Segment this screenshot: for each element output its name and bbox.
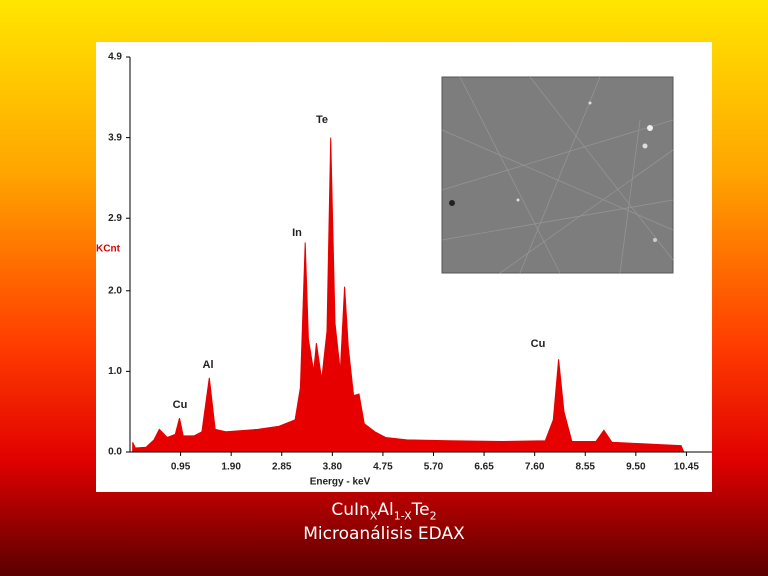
y-tick-label: 0.0 (108, 447, 122, 458)
y-tick-label: 2.0 (108, 285, 122, 296)
x-tick-label: 7.60 (525, 462, 545, 473)
x-tick-label: 5.70 (424, 462, 444, 473)
peak-label: Al (203, 359, 214, 371)
x-tick-label: 10.45 (674, 462, 699, 473)
x-axis-label: Energy - keV (310, 477, 371, 488)
peak-label: In (292, 227, 302, 239)
formula-subscript: 2 (429, 509, 437, 523)
x-tick-label: 0.95 (171, 462, 191, 473)
peak-label: Cu (173, 399, 188, 411)
caption-formula: CuInXAl1-XTe2 (0, 500, 768, 522)
y-axis-label: KCnt (96, 244, 121, 255)
x-tick-label: 6.65 (474, 462, 494, 473)
x-tick-label: 11.4 (728, 462, 747, 473)
y-tick-label: 1.0 (108, 366, 122, 377)
peak-label: Cu (531, 338, 546, 350)
x-tick-label: 3.80 (323, 462, 343, 473)
y-tick-label: 2.9 (108, 213, 122, 224)
peak-label: Te (316, 114, 328, 126)
plot: 0.0 1.0 2.0 2.9 3.9 4.9 0.95 1.90 2.85 3.80 4.75 5.… (96, 52, 747, 488)
formula-subscript: X (369, 509, 378, 523)
x-tick-label: 4.75 (373, 462, 393, 473)
y-tick-label: 4.9 (108, 52, 122, 63)
caption-subtitle: Microanálisis EDAX (303, 524, 465, 544)
x-tick-label: 9.50 (626, 462, 646, 473)
spectrum-area (132, 137, 685, 453)
x-tick-label: 1.90 (221, 462, 241, 473)
formula-part: CuIn (331, 500, 370, 520)
formula-part: Al (377, 500, 394, 520)
inset-micrograph (441, 76, 674, 274)
x-tick-label: 2.85 (272, 462, 292, 473)
formula-part: Te (411, 500, 430, 520)
x-tick-label: 8.55 (576, 462, 596, 473)
y-tick-label: 3.9 (108, 132, 122, 143)
formula-subscript: 1-X (393, 509, 412, 523)
